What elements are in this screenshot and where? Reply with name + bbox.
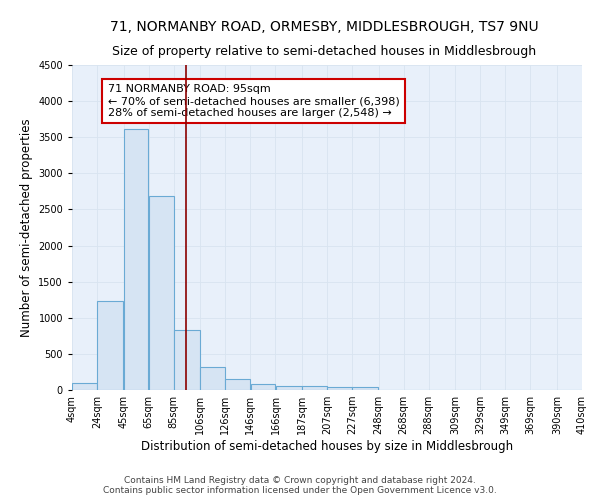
Bar (226, 379, 250, 390)
Bar (275, 386, 302, 390)
Bar (124, 128, 148, 390)
Bar (352, 388, 379, 390)
Bar (251, 384, 275, 390)
Bar (327, 387, 352, 390)
Bar (149, 196, 173, 390)
Text: 71 NORMANBY ROAD: 95sqm
← 70% of semi-detached houses are smaller (6,398)
28% of: 71 NORMANBY ROAD: 95sqm ← 70% of semi-de… (108, 84, 400, 117)
Bar (174, 330, 200, 390)
Text: Contains HM Land Registry data © Crown copyright and database right 2024.
Contai: Contains HM Land Registry data © Crown c… (103, 476, 497, 495)
Text: Size of property relative to semi-detached houses in Middlesbrough: Size of property relative to semi-detach… (112, 45, 536, 58)
Bar (302, 386, 327, 390)
Y-axis label: Number of semi-detached properties: Number of semi-detached properties (20, 118, 32, 337)
Text: 71, NORMANBY ROAD, ORMESBY, MIDDLESBROUGH, TS7 9NU: 71, NORMANBY ROAD, ORMESBY, MIDDLESBROUG… (110, 20, 538, 34)
Bar (200, 367, 225, 390)
X-axis label: Distribution of semi-detached houses by size in Middlesbrough: Distribution of semi-detached houses by … (141, 440, 513, 453)
Bar (72, 383, 97, 390)
Bar (97, 301, 124, 390)
